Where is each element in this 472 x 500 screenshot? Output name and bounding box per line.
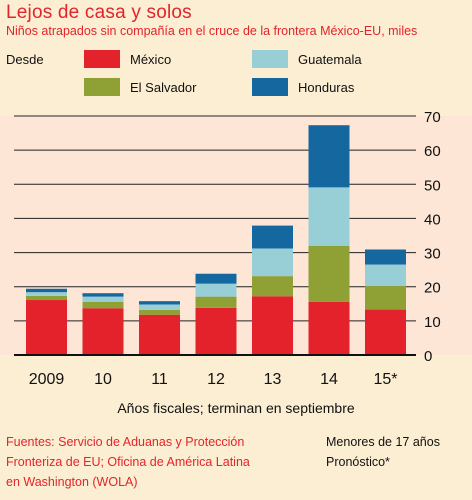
y-tick-label: 20 xyxy=(424,280,441,297)
x-tick-label: 14 xyxy=(320,371,338,388)
x-tick-label: 11 xyxy=(151,371,168,388)
bar-segment-guatemala-12 xyxy=(195,283,237,297)
bar-segment-honduras-13 xyxy=(252,225,293,249)
sources-line-2: Fronteriza de EU; Oficina de América Lat… xyxy=(6,455,250,469)
legend-label-mexico: México xyxy=(130,51,172,67)
legend-label-honduras: Honduras xyxy=(298,79,355,95)
bar-segment-m-xico-11 xyxy=(139,314,180,355)
legend-swatch-honduras xyxy=(252,78,288,96)
note-age: Menores de 17 años xyxy=(326,435,440,449)
bar-segment-m-xico-15 xyxy=(365,309,406,355)
bar-segment-honduras-15 xyxy=(365,249,406,265)
legend-item-el-salvador: El Salvador xyxy=(84,78,196,96)
legend-item-honduras: Honduras xyxy=(252,78,354,96)
bar-segment-el-salvador-14 xyxy=(308,245,350,302)
bar-segment-honduras-14 xyxy=(308,125,350,188)
y-tick-label: 10 xyxy=(424,314,441,331)
legend-swatch-mexico xyxy=(84,50,120,68)
bar-segment-m-xico-10 xyxy=(82,308,124,355)
bar-segment-honduras-12 xyxy=(195,273,237,284)
legend-prefix: Desde xyxy=(6,52,44,67)
bar-segment-guatemala-2009 xyxy=(26,292,67,296)
y-tick-label: 50 xyxy=(424,177,441,194)
bar-segment-honduras-10 xyxy=(82,293,124,297)
legend-item-guatemala: Guatemala xyxy=(252,50,362,68)
x-axis-label: Años fiscales; terminan en septiembre xyxy=(117,400,355,416)
bar-segment-el-salvador-12 xyxy=(195,296,237,308)
bar-segment-el-salvador-11 xyxy=(139,309,180,315)
bar-segment-m-xico-2009 xyxy=(26,300,67,355)
x-tick-label: 2009 xyxy=(29,371,65,388)
bar-segment-el-salvador-15 xyxy=(365,286,406,310)
bar-segment-guatemala-13 xyxy=(252,248,293,277)
bar-segment-guatemala-11 xyxy=(139,304,180,310)
y-tick-label: 70 xyxy=(424,109,441,126)
sources-note: Fuentes: Servicio de Aduanas y Protecció… xyxy=(6,432,306,492)
footnotes: Menores de 17 años Pronóstico* xyxy=(326,432,440,472)
x-tick-label: 10 xyxy=(94,371,112,388)
stacked-bar-chart: 0 10 20 30 40 50 60 70 2009 10 11 12 13 14 15* xyxy=(14,109,441,388)
bar-segment-m-xico-12 xyxy=(195,307,237,355)
bar-segment-honduras-11 xyxy=(139,301,180,305)
x-tick-label: 13 xyxy=(264,371,282,388)
bar-segment-el-salvador-13 xyxy=(252,276,293,297)
bar-segment-guatemala-15 xyxy=(365,264,406,287)
x-tick-label: 15* xyxy=(373,371,397,388)
chart-subtitle: Niños atrapados sin compañía en el cruce… xyxy=(6,24,418,38)
sources-line-3: en Washington (WOLA) xyxy=(6,475,138,489)
legend-swatch-guatemala xyxy=(252,50,288,68)
bar-segment-el-salvador-2009 xyxy=(26,295,67,301)
legend-item-mexico: México xyxy=(84,50,171,68)
legend-swatch-el-salvador xyxy=(84,78,120,96)
x-tick-label: 12 xyxy=(207,371,225,388)
y-tick-label: 30 xyxy=(424,246,441,263)
y-tick-label: 60 xyxy=(424,143,441,160)
note-forecast: Pronóstico* xyxy=(326,455,390,469)
bar-segment-honduras-2009 xyxy=(26,288,67,293)
bar-segment-m-xico-14 xyxy=(308,301,350,355)
bar-segment-guatemala-10 xyxy=(82,296,124,302)
y-tick-label: 40 xyxy=(424,211,441,228)
chart-title: Lejos de casa y solos xyxy=(6,2,192,23)
bar-segment-m-xico-13 xyxy=(252,296,293,355)
y-tick-label: 0 xyxy=(424,348,432,365)
bar-segment-guatemala-14 xyxy=(308,187,350,246)
legend-label-el-salvador: El Salvador xyxy=(130,79,197,95)
legend-label-guatemala: Guatemala xyxy=(298,51,362,67)
bar-segment-el-salvador-10 xyxy=(82,301,124,309)
sources-line-1: Fuentes: Servicio de Aduanas y Protecció… xyxy=(6,435,245,449)
